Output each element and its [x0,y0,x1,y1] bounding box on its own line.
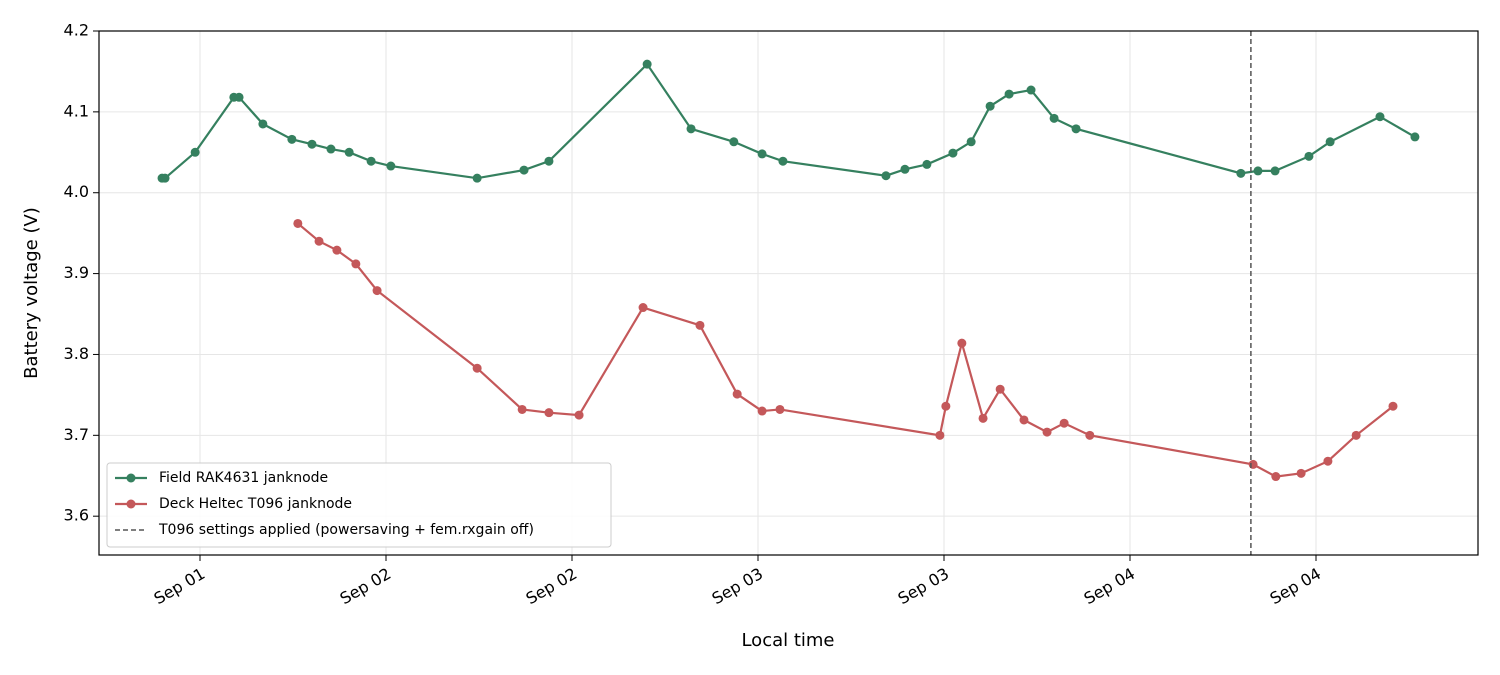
data-point [1059,418,1069,428]
data-point [1375,112,1385,122]
data-point [995,384,1005,394]
legend-label: T096 settings applied (powersaving + fem… [158,522,534,538]
data-point [1004,89,1014,99]
x-tick-label: Sep 04 [1267,564,1325,608]
data-point [881,171,891,181]
data-point [775,404,785,414]
data-point [472,173,482,183]
data-point [234,92,244,102]
y-axis-label: Battery voltage (V) [21,207,42,379]
series-line [162,62,1416,180]
legend-label: Field RAK4631 janknode [159,470,328,486]
data-point [372,286,382,296]
data-point [732,389,742,399]
x-tick-label: Sep 04 [1081,564,1139,608]
data-point [1388,401,1398,411]
data-point [686,124,696,134]
data-point [757,149,767,159]
data-point [985,101,995,111]
legend-marker [126,473,136,483]
y-tick-label: 4.0 [64,182,89,201]
data-point [344,147,354,157]
plot-frame [98,30,1479,556]
x-tick-label: Sep 02 [337,564,395,608]
data-point [757,406,767,416]
data-point [1042,427,1052,437]
data-point [729,137,739,147]
data-point [517,404,527,414]
data-point [948,148,958,158]
data-point [1026,85,1036,95]
data-point [544,156,554,166]
data-point [1253,166,1263,176]
data-point [1325,137,1335,147]
legend-box [106,462,612,548]
x-tick-label: Sep 01 [151,564,209,608]
data-point [1304,151,1314,161]
data-point [1351,430,1361,440]
x-tick-label: Sep 03 [709,564,767,608]
legend-marker [126,499,136,509]
data-point [307,139,317,149]
data-point [258,119,268,129]
y-tick-label: 4.1 [64,101,89,120]
data-point [922,159,932,169]
legend: Field RAK4631 janknode Deck Heltec T096 j… [106,462,612,548]
data-point [966,137,976,147]
y-tick-label: 3.6 [64,506,89,525]
data-point [1410,132,1420,142]
data-point [1296,468,1306,478]
y-tick-label: 4.2 [64,21,89,40]
data-point [326,144,336,154]
data-point [544,408,554,418]
x-tick-label: Sep 02 [523,564,581,608]
data-point [1236,168,1246,178]
data-point [778,156,788,166]
series-line [297,222,1394,478]
data-point [1248,459,1258,469]
data-point [1085,430,1095,440]
data-point [160,173,170,183]
data-point [1071,124,1081,134]
data-point [293,218,303,228]
data-point [935,430,945,440]
data-point [1323,456,1333,466]
data-point [314,236,324,246]
data-point [287,134,297,144]
data-point [366,156,376,166]
data-point [957,338,967,348]
y-tick-label: 3.9 [64,263,89,282]
x-axis-label: Local time [741,630,834,651]
data-point [190,147,200,157]
data-point [332,245,342,255]
y-tick-label: 3.8 [64,344,89,363]
data-point [642,59,652,69]
data-point [695,320,705,330]
x-tick-label: Sep 03 [895,564,953,608]
data-point [519,165,529,175]
data-point [900,164,910,174]
data-point [638,303,648,313]
data-point [1019,415,1029,425]
data-point [351,259,361,269]
data-point [574,410,584,420]
data-point [941,401,951,411]
data-point [472,363,482,373]
data-point [1271,472,1281,482]
data-point [1270,166,1280,176]
data-point [978,413,988,423]
data-point [1049,113,1059,123]
legend-label: Deck Heltec T096 janknode [159,496,352,512]
data-point [386,161,396,171]
y-tick-label: 3.7 [64,425,89,444]
